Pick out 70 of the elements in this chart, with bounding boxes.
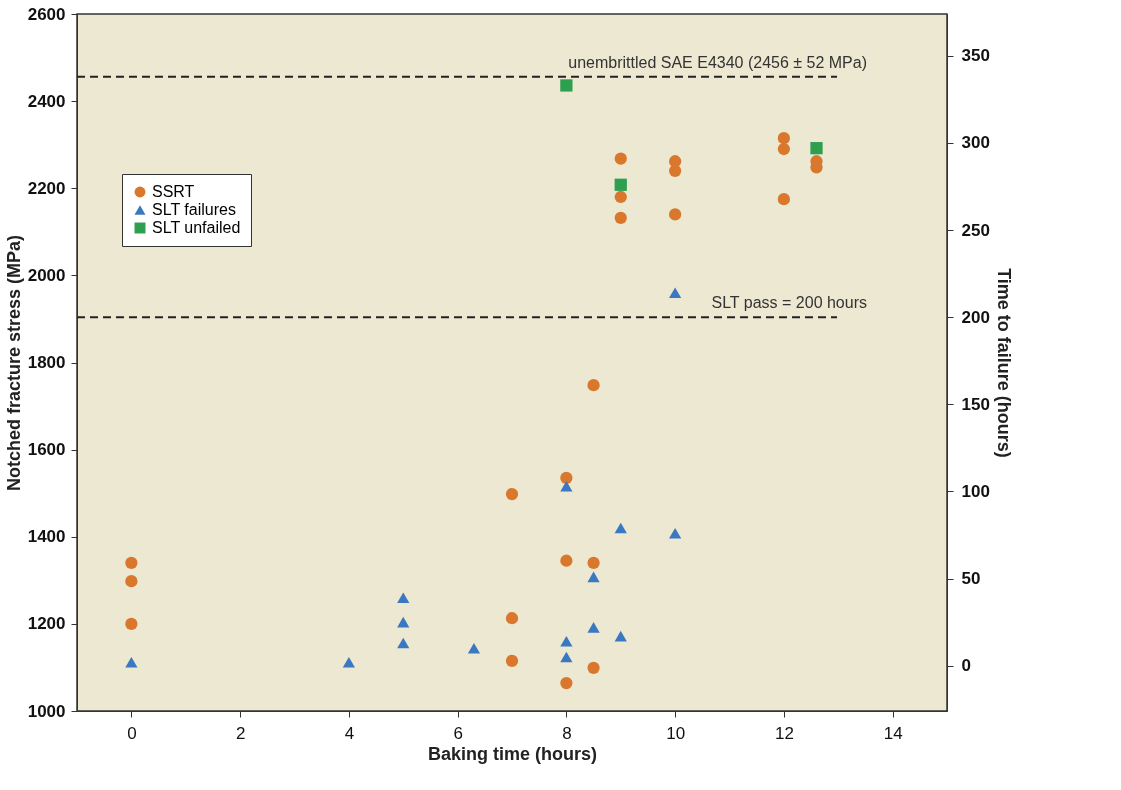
point xyxy=(560,480,573,492)
y-tick-label: 2600 xyxy=(27,4,66,24)
y-tick-label: 1600 xyxy=(27,440,66,460)
point xyxy=(467,642,481,654)
point xyxy=(587,571,600,583)
point xyxy=(125,656,138,668)
x-tick-label: 2 xyxy=(235,723,246,743)
y2-tick-label: 350 xyxy=(961,46,990,66)
point xyxy=(614,522,627,534)
x-tick-label: 10 xyxy=(666,723,686,743)
y-tick-label: 1400 xyxy=(27,527,66,547)
point xyxy=(342,656,355,668)
point xyxy=(560,471,573,485)
point xyxy=(397,592,410,604)
legend-label: SLT unfailed xyxy=(152,219,241,236)
y-tick-label: 1000 xyxy=(27,701,66,721)
point xyxy=(587,379,600,392)
y2-axis-title: Time to failure (hours) xyxy=(993,268,1014,458)
y-tick-label: 2200 xyxy=(27,178,66,198)
point xyxy=(777,132,790,145)
point xyxy=(505,487,519,501)
ref-line-label: unembrittled SAE E4340 (2456 ± 52 MPa) xyxy=(568,53,867,71)
point xyxy=(125,556,138,569)
y-tick-label: 1200 xyxy=(27,614,66,634)
point xyxy=(560,636,573,647)
y-tick-label: 2400 xyxy=(27,91,66,111)
x-axis-title: Baking time (hours) xyxy=(427,743,598,764)
x-tick-label: 8 xyxy=(562,723,572,743)
point xyxy=(777,142,790,156)
point xyxy=(614,190,627,204)
point xyxy=(669,208,682,221)
x-tick-label: 0 xyxy=(127,723,137,743)
point xyxy=(397,616,410,628)
point xyxy=(125,575,138,588)
point xyxy=(560,651,573,663)
ref-line-label: SLT pass = 200 hours xyxy=(711,294,867,312)
y2-tick-label: 50 xyxy=(961,569,981,589)
point xyxy=(669,527,682,539)
point xyxy=(560,79,573,92)
point xyxy=(587,556,600,569)
point xyxy=(560,554,573,567)
y2-tick-label: 150 xyxy=(961,394,990,414)
x-tick-label: 14 xyxy=(883,723,903,743)
point xyxy=(669,287,682,299)
point xyxy=(777,193,790,206)
y-axis-title: Notched fracture stress (MPa) xyxy=(3,234,24,492)
y-tick-label: 1800 xyxy=(27,353,66,372)
legend-label: SSRT xyxy=(152,183,195,200)
point xyxy=(397,637,410,649)
x-tick-label: 4 xyxy=(344,723,355,743)
point xyxy=(614,178,627,191)
y2-tick-label: 300 xyxy=(961,133,990,153)
point xyxy=(560,677,573,690)
point xyxy=(614,152,627,165)
point xyxy=(810,142,823,155)
legend-label: SLT failures xyxy=(152,201,236,218)
point xyxy=(125,617,138,630)
y2-tick-label: 0 xyxy=(961,656,971,676)
point xyxy=(587,661,600,674)
point xyxy=(505,612,519,625)
y2-tick-label: 100 xyxy=(961,481,990,501)
x-tick-label: 6 xyxy=(453,723,463,743)
x-tick-label: 12 xyxy=(774,723,794,743)
point xyxy=(614,211,627,224)
point xyxy=(587,622,600,633)
y2-tick-label: 250 xyxy=(961,220,990,240)
y2-tick-label: 200 xyxy=(961,307,990,327)
point xyxy=(614,630,627,642)
y-tick-label: 2000 xyxy=(27,265,66,285)
point xyxy=(505,654,519,668)
